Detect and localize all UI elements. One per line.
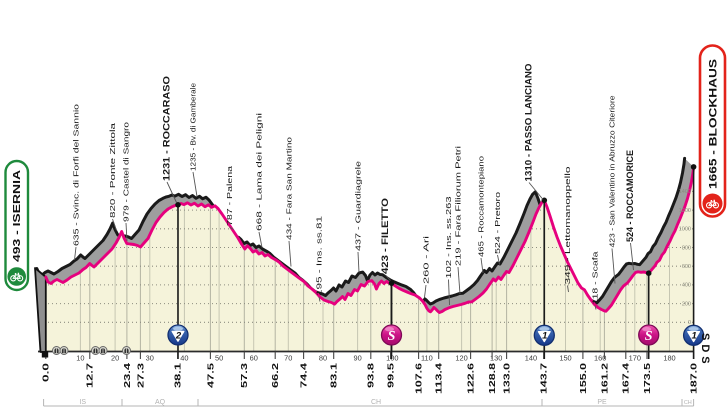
svg-text:S: S <box>388 329 396 344</box>
svg-text:80: 80 <box>319 354 327 363</box>
svg-text:979 - Castel di Sangro: 979 - Castel di Sangro <box>122 122 131 222</box>
svg-text:1235 - Bv. di Gamberale: 1235 - Bv. di Gamberale <box>189 83 198 171</box>
svg-text:27.3: 27.3 <box>135 362 145 388</box>
svg-text:128.8: 128.8 <box>487 362 497 394</box>
svg-text:57.3: 57.3 <box>239 362 249 388</box>
svg-text:170: 170 <box>629 354 641 363</box>
svg-text:83.1: 83.1 <box>329 362 339 388</box>
svg-text:50: 50 <box>215 354 223 363</box>
svg-text:800: 800 <box>682 245 691 251</box>
svg-text:IS: IS <box>79 399 86 406</box>
svg-text:12.7: 12.7 <box>85 362 95 388</box>
svg-text:1665 - BLOCKHAUS: 1665 - BLOCKHAUS <box>708 59 720 189</box>
svg-text:130: 130 <box>490 354 502 363</box>
svg-text:38.1: 38.1 <box>173 362 183 388</box>
svg-text:110: 110 <box>421 354 433 363</box>
svg-text:1: 1 <box>542 331 547 342</box>
svg-text:CH: CH <box>684 400 692 406</box>
svg-text:1400: 1400 <box>679 189 691 195</box>
svg-text:143.7: 143.7 <box>539 362 549 394</box>
svg-text:122.6: 122.6 <box>466 362 476 394</box>
svg-text:524 - Pretoro: 524 - Pretoro <box>493 192 502 254</box>
svg-text:90: 90 <box>353 354 361 363</box>
svg-text:195 - Ins. ss.81: 195 - Ins. ss.81 <box>315 216 324 296</box>
svg-text:260 - Ari: 260 - Ari <box>422 235 431 284</box>
svg-text:200: 200 <box>682 301 691 307</box>
svg-text:1231 - ROCCARASO: 1231 - ROCCARASO <box>162 76 172 181</box>
svg-text:349 - Lettomanoppello: 349 - Lettomanoppello <box>563 167 572 285</box>
svg-text:PE: PE <box>597 399 607 406</box>
svg-text:155.0: 155.0 <box>578 362 588 394</box>
svg-text:820 - Ponte Zittola: 820 - Ponte Zittola <box>108 123 117 218</box>
svg-text:434 - Fara San Martino: 434 - Fara San Martino <box>285 137 294 240</box>
svg-text:635 - Svinc. di Forfi del Sann: 635 - Svinc. di Forfi del Sannio <box>72 104 81 246</box>
svg-text:524 - ROCCAMORICE: 524 - ROCCAMORICE <box>625 150 635 242</box>
svg-text:99.5: 99.5 <box>386 362 396 388</box>
svg-text:1200: 1200 <box>679 208 691 214</box>
svg-text:23.4: 23.4 <box>122 362 132 388</box>
svg-text:465 - Roccamontepiano: 465 - Roccamontepiano <box>477 156 486 257</box>
svg-text:40: 40 <box>180 354 188 363</box>
svg-text:187.0: 187.0 <box>689 362 699 394</box>
svg-text:107.6: 107.6 <box>414 362 424 394</box>
svg-text:70: 70 <box>284 354 292 363</box>
svg-text:160: 160 <box>594 354 606 363</box>
svg-text:0: 0 <box>688 320 691 326</box>
svg-text:74.4: 74.4 <box>299 362 309 388</box>
svg-text:150: 150 <box>559 354 571 363</box>
svg-text:SDS: SDS <box>699 333 711 368</box>
svg-text:10: 10 <box>76 354 84 363</box>
svg-text:1310 - PASSO LANCIANO: 1310 - PASSO LANCIANO <box>524 63 534 181</box>
svg-text:1000: 1000 <box>679 227 691 233</box>
svg-text:102 - Ins. ss.263: 102 - Ins. ss.263 <box>444 197 453 279</box>
svg-text:CH: CH <box>371 399 381 406</box>
svg-text:93.8: 93.8 <box>366 362 376 388</box>
svg-text:66.2: 66.2 <box>270 362 280 388</box>
svg-text:423 - San Valentino in Abruzzo: 423 - San Valentino in Abruzzo Citeriore <box>608 96 617 248</box>
svg-text:118 - Scafa: 118 - Scafa <box>591 252 600 305</box>
svg-text:423 - FILETTO: 423 - FILETTO <box>380 198 390 274</box>
svg-text:AQ: AQ <box>155 399 166 406</box>
svg-text:S: S <box>645 329 653 344</box>
svg-text:140: 140 <box>525 354 537 363</box>
svg-text:1: 1 <box>691 331 696 342</box>
svg-text:120: 120 <box>455 354 467 363</box>
svg-text:20: 20 <box>111 354 119 363</box>
svg-text:0.0: 0.0 <box>41 362 51 382</box>
svg-text:600: 600 <box>682 264 691 270</box>
svg-text:47.5: 47.5 <box>205 362 215 388</box>
svg-text:113.4: 113.4 <box>434 362 444 394</box>
svg-text:133.0: 133.0 <box>502 362 512 394</box>
svg-text:180: 180 <box>663 354 675 363</box>
svg-text:30: 30 <box>146 354 154 363</box>
svg-text:60: 60 <box>250 354 258 363</box>
svg-text:219 - Fara Filiorum Petri: 219 - Fara Filiorum Petri <box>454 145 463 266</box>
svg-text:2: 2 <box>175 330 182 341</box>
svg-text:167.4: 167.4 <box>621 362 631 394</box>
svg-text:787 - Palena: 787 - Palena <box>225 166 234 226</box>
svg-text:400: 400 <box>682 283 691 289</box>
svg-text:493 - ISERNIA: 493 - ISERNIA <box>12 170 23 262</box>
svg-text:668 - Lama dei Peligni: 668 - Lama dei Peligni <box>255 112 264 231</box>
svg-text:437 - Guardiagrele: 437 - Guardiagrele <box>354 161 363 251</box>
svg-text:161.2: 161.2 <box>599 362 609 394</box>
svg-text:173.5: 173.5 <box>642 362 652 394</box>
